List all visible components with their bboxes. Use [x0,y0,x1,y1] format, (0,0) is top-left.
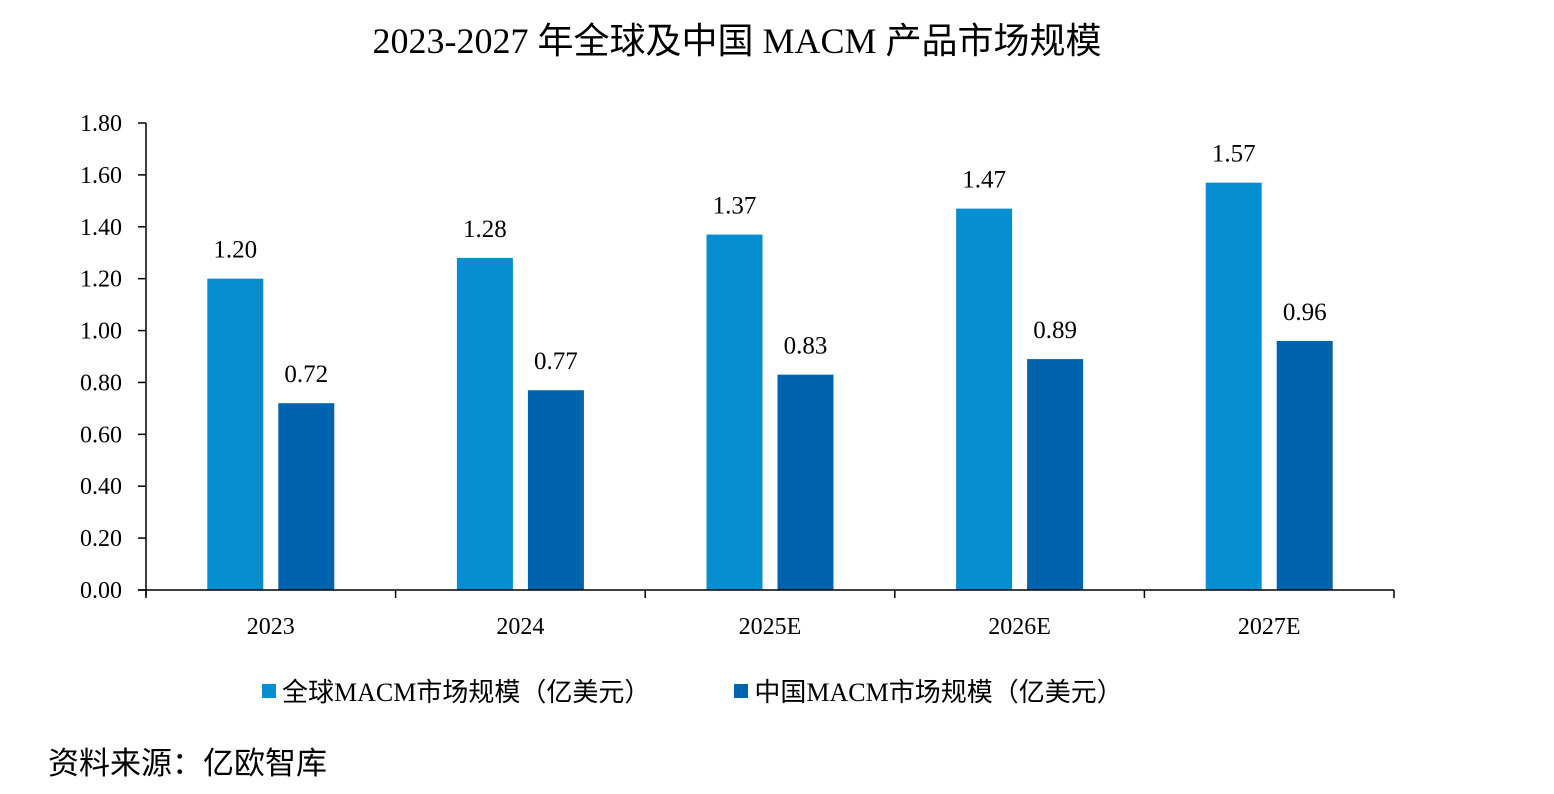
x-tick-label-2027E: 2027E [1238,614,1301,640]
y-tick-label-1.40: 1.40 [80,215,122,241]
legend-label-global: 全球MACM市场规模（亿美元） [282,678,651,707]
data-label-global-2024: 1.28 [463,216,507,243]
bar-global-2024 [456,257,513,590]
data-label-china-2024: 0.77 [534,348,578,375]
bar-china-2026E [1027,359,1084,590]
x-tick-label-2026E: 2026E [988,614,1051,640]
axes-layer: 2023 2024 2025E 2026E 2027E 0.00 0.20 0.40 0.60 0… [80,111,1395,640]
data-label-china-2023: 0.72 [284,361,328,388]
y-tick-label-1.20: 1.20 [80,267,122,293]
data-label-global-2025E: 1.37 [713,193,757,220]
y-tick-label-0.00: 0.00 [80,578,122,604]
y-tick-label-0.20: 0.20 [80,526,122,552]
legend-item-global: 全球MACM市场规模（亿美元） [262,672,650,709]
legend: 全球MACM市场规模（亿美元） 中国MACM市场规模（亿美元） [262,672,1207,709]
x-tick-label-2024: 2024 [496,614,544,640]
x-tick-label-2023: 2023 [247,614,295,640]
y-tick-label-1.60: 1.60 [80,163,122,189]
data-label-china-2025E: 0.83 [784,333,828,360]
bar-china-2025E [777,374,834,590]
bars-layer: 1.20 0.72 1.28 0.77 1.37 0.83 1.47 0.89 1.57 0.96 [207,141,1333,591]
bar-china-2024 [527,390,584,590]
data-label-china-2027E: 0.96 [1283,299,1327,326]
data-label-global-2027E: 1.57 [1212,141,1256,168]
legend-label-china: 中国MACM市场规模（亿美元） [754,678,1123,707]
x-tick-label-2025E: 2025E [739,614,802,640]
source-note: 资料来源：亿欧智库 [48,746,327,781]
y-tick-label-0.80: 0.80 [80,370,122,396]
bar-china-2023 [278,403,335,590]
data-label-china-2026E: 0.89 [1033,317,1077,344]
y-tick-label-0.40: 0.40 [80,474,122,500]
legend-item-china: 中国MACM市场规模（亿美元） [734,672,1123,709]
bar-global-2023 [207,278,264,590]
data-label-global-2026E: 1.47 [962,167,1006,194]
bar-global-2027E [1205,182,1262,590]
chart-title: 2023-2027 年全球及中国 MACM 产品市场规模 [372,21,1102,61]
bar-global-2025E [706,234,763,591]
legend-swatch-global [262,683,276,698]
legend-swatch-china [734,683,749,698]
bar-china-2027E [1276,340,1333,590]
y-tick-label-0.60: 0.60 [80,422,122,448]
y-tick-label-1.00: 1.00 [80,319,122,345]
y-tick-label-1.80: 1.80 [80,111,122,137]
bar-global-2026E [956,208,1013,590]
data-label-global-2023: 1.20 [213,237,257,264]
